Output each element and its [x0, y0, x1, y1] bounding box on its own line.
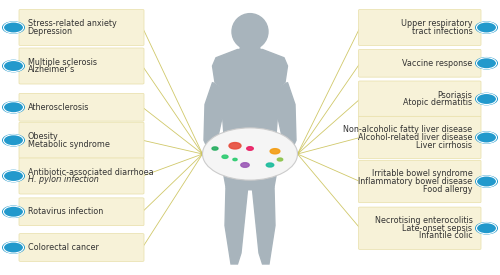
- Polygon shape: [222, 91, 278, 168]
- Circle shape: [4, 242, 24, 253]
- Text: Antibiotic-associated diarrhoea: Antibiotic-associated diarrhoea: [28, 168, 153, 177]
- Circle shape: [476, 223, 496, 234]
- FancyBboxPatch shape: [19, 94, 144, 121]
- Circle shape: [476, 22, 496, 33]
- Circle shape: [4, 22, 24, 33]
- FancyBboxPatch shape: [19, 10, 144, 45]
- Circle shape: [476, 176, 496, 187]
- Polygon shape: [204, 82, 226, 151]
- Polygon shape: [240, 43, 260, 50]
- Polygon shape: [212, 50, 288, 91]
- Text: Rotavirus infection: Rotavirus infection: [28, 207, 103, 216]
- Ellipse shape: [270, 149, 280, 154]
- Circle shape: [4, 206, 24, 217]
- Text: Alcohol-related liver disease: Alcohol-related liver disease: [358, 133, 472, 142]
- Text: Atherosclerosis: Atherosclerosis: [28, 103, 89, 112]
- Text: Necrotising enterocolitis: Necrotising enterocolitis: [374, 216, 472, 225]
- Polygon shape: [274, 82, 296, 151]
- Text: Inflammatory bowel disease: Inflammatory bowel disease: [358, 177, 472, 186]
- Circle shape: [4, 135, 24, 146]
- Text: Non-alcoholic fatty liver disease: Non-alcoholic fatty liver disease: [344, 125, 472, 134]
- FancyBboxPatch shape: [358, 50, 481, 77]
- Circle shape: [233, 158, 237, 161]
- Circle shape: [2, 101, 25, 114]
- FancyBboxPatch shape: [19, 122, 144, 158]
- FancyBboxPatch shape: [19, 158, 144, 194]
- Polygon shape: [224, 168, 276, 190]
- FancyBboxPatch shape: [358, 160, 481, 203]
- Text: Atopic dermatitis: Atopic dermatitis: [404, 98, 472, 107]
- Text: Alzheimer’s: Alzheimer’s: [28, 65, 75, 74]
- Text: Infantile colic: Infantile colic: [419, 232, 472, 240]
- Text: Metabolic syndrome: Metabolic syndrome: [28, 140, 110, 148]
- Text: Colorectal cancer: Colorectal cancer: [28, 243, 99, 252]
- Circle shape: [2, 170, 25, 182]
- Polygon shape: [225, 187, 248, 264]
- Circle shape: [476, 94, 496, 104]
- Text: Food allergy: Food allergy: [423, 185, 472, 194]
- Circle shape: [222, 155, 228, 158]
- Text: Irritable bowel syndrome: Irritable bowel syndrome: [372, 169, 472, 178]
- Text: Late-onset sepsis: Late-onset sepsis: [402, 224, 472, 233]
- Circle shape: [2, 21, 25, 34]
- Circle shape: [2, 241, 25, 254]
- Text: Liver cirrhosis: Liver cirrhosis: [416, 141, 472, 150]
- Circle shape: [4, 60, 24, 72]
- FancyBboxPatch shape: [358, 207, 481, 249]
- Text: Vaccine response: Vaccine response: [402, 59, 472, 68]
- Circle shape: [202, 128, 298, 180]
- Text: Obesity: Obesity: [28, 132, 58, 141]
- FancyBboxPatch shape: [358, 81, 481, 117]
- Circle shape: [2, 60, 25, 72]
- Text: Psoriasis: Psoriasis: [438, 91, 472, 100]
- Ellipse shape: [266, 163, 274, 167]
- Circle shape: [4, 170, 24, 182]
- Circle shape: [278, 158, 282, 161]
- Text: Stress-related anxiety: Stress-related anxiety: [28, 19, 116, 28]
- FancyBboxPatch shape: [358, 10, 481, 45]
- Circle shape: [241, 163, 249, 167]
- FancyBboxPatch shape: [19, 233, 144, 261]
- Circle shape: [476, 132, 496, 143]
- Circle shape: [475, 131, 498, 144]
- Text: Depression: Depression: [28, 27, 72, 36]
- Ellipse shape: [232, 14, 268, 50]
- Circle shape: [2, 134, 25, 147]
- Circle shape: [2, 205, 25, 218]
- Text: Upper respiratory: Upper respiratory: [401, 19, 472, 28]
- Circle shape: [4, 102, 24, 113]
- FancyBboxPatch shape: [19, 198, 144, 226]
- Text: tract infections: tract infections: [412, 27, 472, 36]
- FancyBboxPatch shape: [358, 116, 481, 159]
- Circle shape: [246, 147, 254, 150]
- Circle shape: [475, 175, 498, 188]
- Circle shape: [475, 21, 498, 34]
- Polygon shape: [252, 187, 275, 264]
- Circle shape: [476, 58, 496, 69]
- Ellipse shape: [212, 147, 218, 150]
- Ellipse shape: [229, 142, 241, 149]
- Circle shape: [475, 93, 498, 105]
- Text: H. pylori infection: H. pylori infection: [28, 175, 99, 184]
- Circle shape: [475, 57, 498, 70]
- Circle shape: [475, 222, 498, 235]
- FancyBboxPatch shape: [19, 48, 144, 84]
- Text: Multiple sclerosis: Multiple sclerosis: [28, 58, 96, 67]
